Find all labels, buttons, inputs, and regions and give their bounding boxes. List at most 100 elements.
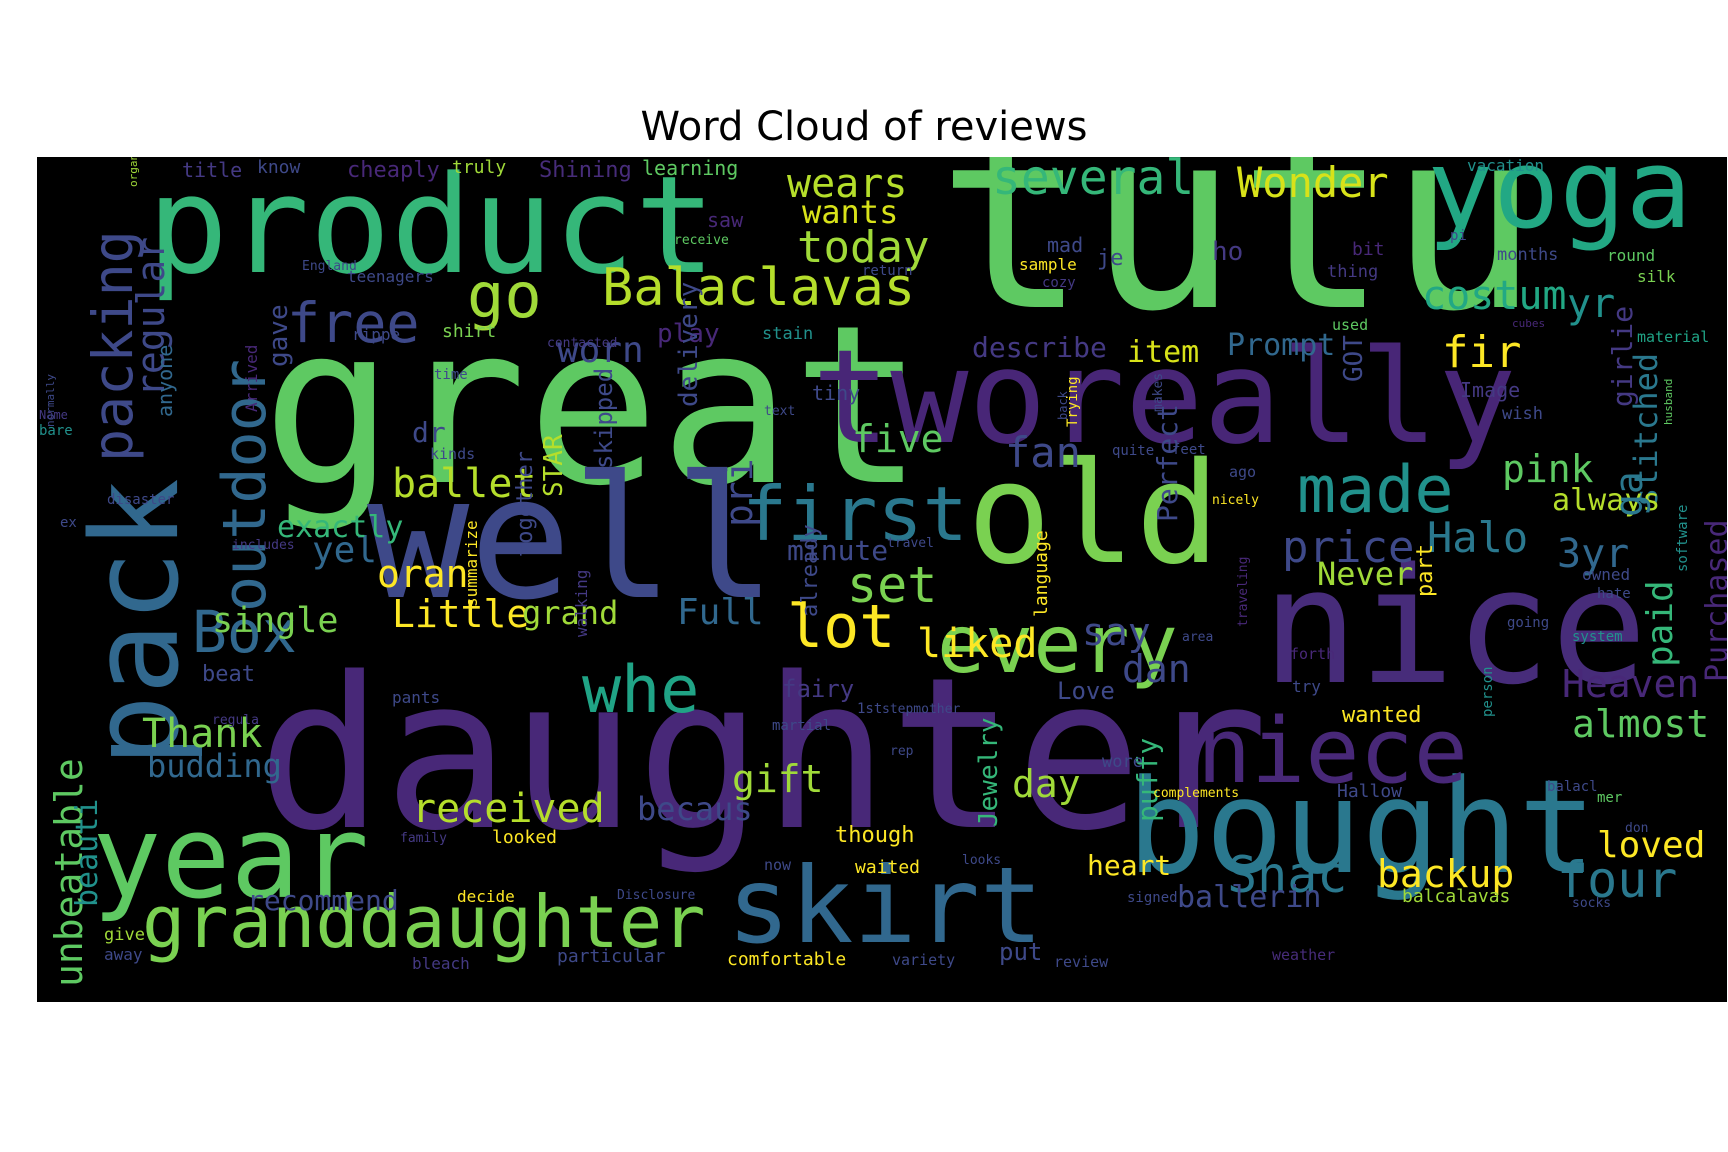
word-decide: decide [457, 887, 515, 906]
word-organizers: organizers [127, 157, 140, 187]
word-unbeatable: unbeatable [47, 758, 91, 987]
word-contacted: contacted [547, 336, 617, 351]
word-try: try [1292, 677, 1321, 696]
word-loved: loved [1597, 825, 1705, 866]
word-minute: minute [787, 534, 888, 567]
word-yel: yel [312, 530, 377, 571]
word-bit: bit [1352, 239, 1385, 260]
word-waited: waited [855, 857, 920, 878]
word-gift: gift [732, 757, 824, 801]
word-wants: wants [802, 193, 898, 231]
word-fan: fan [1005, 428, 1081, 477]
word-though: though [835, 823, 914, 848]
word-complements: complements [1153, 786, 1239, 801]
word-variety: variety [892, 951, 955, 969]
word-play: play [657, 319, 720, 349]
word-oran: oran [377, 552, 469, 596]
word-looked: looked [492, 827, 557, 848]
word-round: round [1607, 246, 1655, 265]
word-balcalavas: balcalavas [1402, 886, 1510, 907]
word-system: system [1572, 629, 1623, 645]
word-dan: dan [1122, 647, 1191, 691]
word-heart: heart [1087, 849, 1171, 882]
word-paid: paid [1640, 580, 1681, 667]
word-owned: owned [1582, 565, 1630, 584]
word-full: Full [677, 592, 764, 633]
word-wore: wore [1102, 752, 1143, 772]
word-feet: feet [1172, 442, 1206, 458]
word-fairy: fairy [782, 675, 854, 703]
word-signed: signed [1127, 890, 1178, 906]
word-cozy: cozy [1042, 275, 1076, 291]
word-stitched: stitched [1627, 353, 1665, 507]
word-old: old [967, 433, 1220, 596]
word-always: always [1552, 483, 1660, 518]
word-four: four [1557, 851, 1677, 909]
word-material: material [1637, 328, 1709, 346]
word-1st: 1st [857, 701, 882, 717]
word-pack: pack [67, 478, 206, 767]
word-balaclavas: Balaclavas [602, 258, 915, 318]
word-almost: almost [1572, 702, 1709, 746]
word-star: STAR [539, 434, 569, 497]
word-great: great [262, 278, 924, 534]
word-set: set [847, 556, 937, 614]
word-anyone: anyone [153, 345, 177, 417]
word-forth: forth [1290, 645, 1335, 663]
word-ga: ga [1607, 471, 1651, 517]
word-pri: pri [717, 458, 761, 527]
word-traveling: traveling [1236, 557, 1251, 627]
word-whe: whe [582, 653, 699, 728]
word-outdoor: outdoor [210, 359, 280, 612]
word-software: software [1675, 505, 1691, 572]
word-sample: sample [1019, 255, 1077, 274]
word-bleach: bleach [412, 954, 470, 973]
word-vacation: vacation [1467, 157, 1544, 175]
word-image: Image [1460, 378, 1520, 402]
word-yr: yr [1567, 281, 1615, 327]
word-say: say [1082, 610, 1151, 654]
word-costum: costum [1422, 273, 1567, 319]
word-box: Box [192, 598, 297, 666]
word-becaus: becaus [637, 790, 753, 828]
word-disclosure: Disclosure [617, 888, 695, 903]
word-walking: walking [572, 570, 591, 637]
word-exactly: exactly [277, 510, 403, 545]
word-got: GOT [1339, 335, 1369, 382]
word-used: used [1332, 316, 1368, 334]
word-skirt: skirt [727, 845, 1043, 967]
word-beauti: beauti [70, 799, 105, 907]
word-part: part [1413, 544, 1438, 597]
word-love: Love [1057, 677, 1115, 705]
word-daughter: daughter [257, 632, 1268, 877]
word-liked: liked [917, 621, 1037, 667]
word-wish: wish [1502, 404, 1543, 424]
word-little: Little [392, 592, 529, 636]
word-ago: ago [1229, 463, 1256, 481]
word-hate: hate [1597, 586, 1631, 602]
chart-title: Word Cloud of reviews [640, 104, 1088, 150]
word-worn: worn [557, 330, 644, 371]
word-saw: saw [707, 208, 744, 232]
word-socks: socks [1572, 896, 1611, 911]
word-ho: ho [1212, 237, 1243, 267]
word-already: already [798, 524, 823, 617]
word-beat: beat [202, 662, 255, 687]
word-learning: learning [642, 157, 738, 180]
word-particular: particular [557, 946, 666, 967]
word-review: review [1054, 953, 1109, 971]
word-go: go [467, 259, 542, 332]
word-ballerin: ballerin [1177, 880, 1322, 915]
word-halo: Halo [1427, 513, 1528, 562]
word-free: free [287, 291, 419, 355]
word-skipped: skipped [590, 368, 618, 469]
word-made: made [1297, 453, 1454, 528]
word-going: going [1507, 615, 1549, 631]
word-dr: dr [412, 416, 446, 449]
word-months: months [1497, 245, 1558, 265]
word-makes: makes [1151, 373, 1166, 412]
word-summarize: summarize [462, 520, 481, 607]
word-teenagers: teenagers [347, 267, 434, 286]
word-recommend: recommend [247, 884, 399, 917]
word-wears: wears [787, 161, 907, 207]
